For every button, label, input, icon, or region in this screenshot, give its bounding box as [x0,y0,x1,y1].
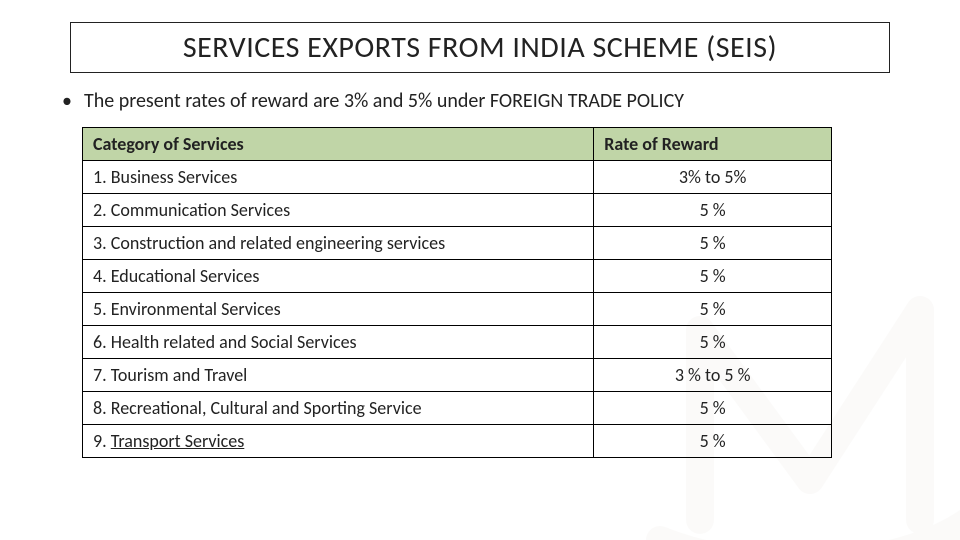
table-header-row: Category of Services Rate of Reward [83,128,832,161]
cell-category: 3. Construction and related engineering … [83,227,594,260]
page-title: SERVICES EXPORTS FROM INDIA SCHEME (SEIS… [109,29,851,66]
table-row: 6. Health related and Social Services5 % [83,326,832,359]
cell-category: 5. Environmental Services [83,293,594,326]
cell-rate: 5 % [594,293,832,326]
table-row: 8. Recreational, Cultural and Sporting S… [83,392,832,425]
title-box: SERVICES EXPORTS FROM INDIA SCHEME (SEIS… [70,22,890,73]
cell-category: 1. Business Services [83,161,594,194]
table-row: 5. Environmental Services5 % [83,293,832,326]
cell-category: 9. Transport Services [83,425,594,458]
cell-category: 4. Educational Services [83,260,594,293]
cell-rate: 5 % [594,326,832,359]
cell-rate: 3% to 5% [594,161,832,194]
bullet-text: The present rates of reward are 3% and 5… [84,89,684,113]
table-row: 3. Construction and related engineering … [83,227,832,260]
cell-category: 8. Recreational, Cultural and Sporting S… [83,392,594,425]
cell-rate: 5 % [594,194,832,227]
table-row: 2. Communication Services5 % [83,194,832,227]
table-row: 1. Business Services3% to 5% [83,161,832,194]
col-header-rate: Rate of Reward [594,128,832,161]
table-row: 4. Educational Services5 % [83,260,832,293]
cell-category: 6. Health related and Social Services [83,326,594,359]
cell-rate: 5 % [594,392,832,425]
cell-category: 7. Tourism and Travel [83,359,594,392]
bullet-dot: • [62,89,84,113]
slide: SERVICES EXPORTS FROM INDIA SCHEME (SEIS… [0,0,960,540]
cell-rate: 5 % [594,425,832,458]
cell-category: 2. Communication Services [83,194,594,227]
cell-rate: 5 % [594,260,832,293]
cell-rate: 5 % [594,227,832,260]
table-row: 7. Tourism and Travel3 % to 5 % [83,359,832,392]
cell-rate: 3 % to 5 % [594,359,832,392]
rates-table: Category of Services Rate of Reward 1. B… [82,127,832,458]
table-row: 9. Transport Services5 % [83,425,832,458]
col-header-category: Category of Services [83,128,594,161]
bullet-item: • The present rates of reward are 3% and… [62,89,904,113]
